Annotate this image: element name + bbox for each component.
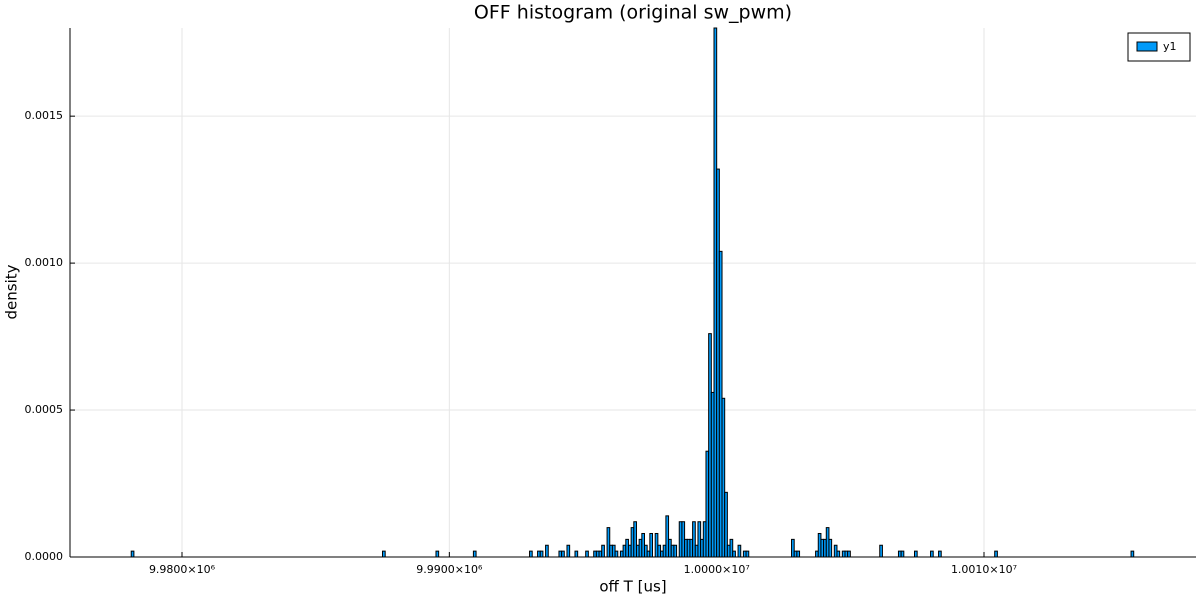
chart-title: OFF histogram (original sw_pwm) <box>474 2 792 24</box>
x-tick-label: 1.0000×10⁷ <box>684 563 750 576</box>
bar <box>828 538 833 558</box>
y-tick-label: 0.0015 <box>25 109 64 122</box>
bar <box>545 544 549 558</box>
bar <box>732 550 736 558</box>
bar <box>601 544 605 558</box>
bar <box>130 550 135 558</box>
x-axis-label: off T [us] <box>599 578 666 596</box>
bar <box>745 550 750 558</box>
bar <box>585 550 589 558</box>
bar <box>847 550 851 558</box>
bar <box>539 550 544 558</box>
bar <box>561 550 565 558</box>
legend-swatch <box>1136 41 1158 52</box>
x-tick-label: 9.9800×10⁶ <box>149 563 216 576</box>
bar <box>900 550 905 558</box>
bar <box>529 550 533 558</box>
bar <box>472 550 477 558</box>
bar <box>566 544 571 558</box>
bar <box>382 550 386 558</box>
bar <box>994 550 998 558</box>
bar <box>1130 550 1135 558</box>
bar <box>435 550 440 558</box>
bar <box>574 550 579 558</box>
bar <box>879 544 883 558</box>
bar <box>836 550 841 558</box>
bar <box>938 550 942 558</box>
y-tick-label: 0.0005 <box>25 403 64 416</box>
bar <box>930 550 934 558</box>
bar <box>673 544 678 558</box>
y-tick-label: 0.0000 <box>25 550 64 563</box>
bar <box>614 550 619 558</box>
bar <box>649 532 654 558</box>
x-tick-label: 1.0010×10⁷ <box>951 563 1017 576</box>
y-tick-label: 0.0010 <box>25 256 64 269</box>
bar <box>737 544 742 558</box>
legend-label: y1 <box>1163 40 1177 53</box>
x-tick-label: 9.9900×10⁶ <box>416 563 483 576</box>
bar <box>914 550 918 558</box>
bar <box>796 550 801 558</box>
y-axis-label: density <box>3 264 21 319</box>
